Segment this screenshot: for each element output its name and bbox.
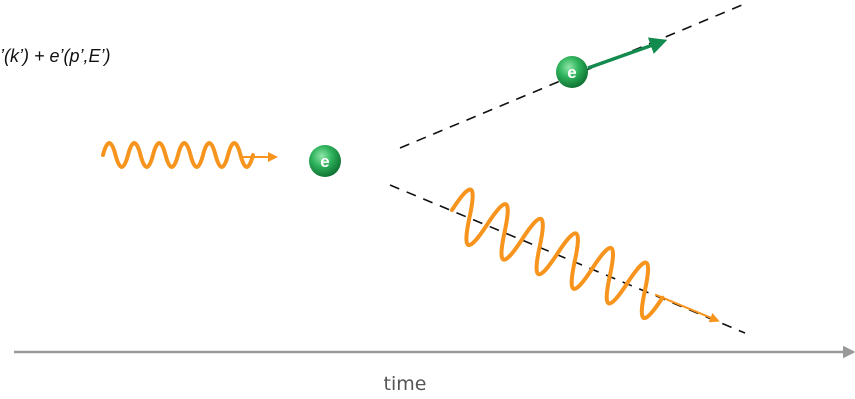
incoming-photon — [103, 143, 253, 167]
axis-label: time — [384, 373, 427, 395]
diagram: ’(k’) + e’(p’,E’) e e time — [0, 0, 855, 399]
electron-arrow — [588, 41, 664, 68]
electron-out-label: e — [567, 63, 576, 82]
equation: ’(k’) + e’(p’,E’) — [0, 46, 111, 66]
electron-in-label: e — [320, 152, 329, 171]
outgoing-photon — [442, 186, 728, 345]
